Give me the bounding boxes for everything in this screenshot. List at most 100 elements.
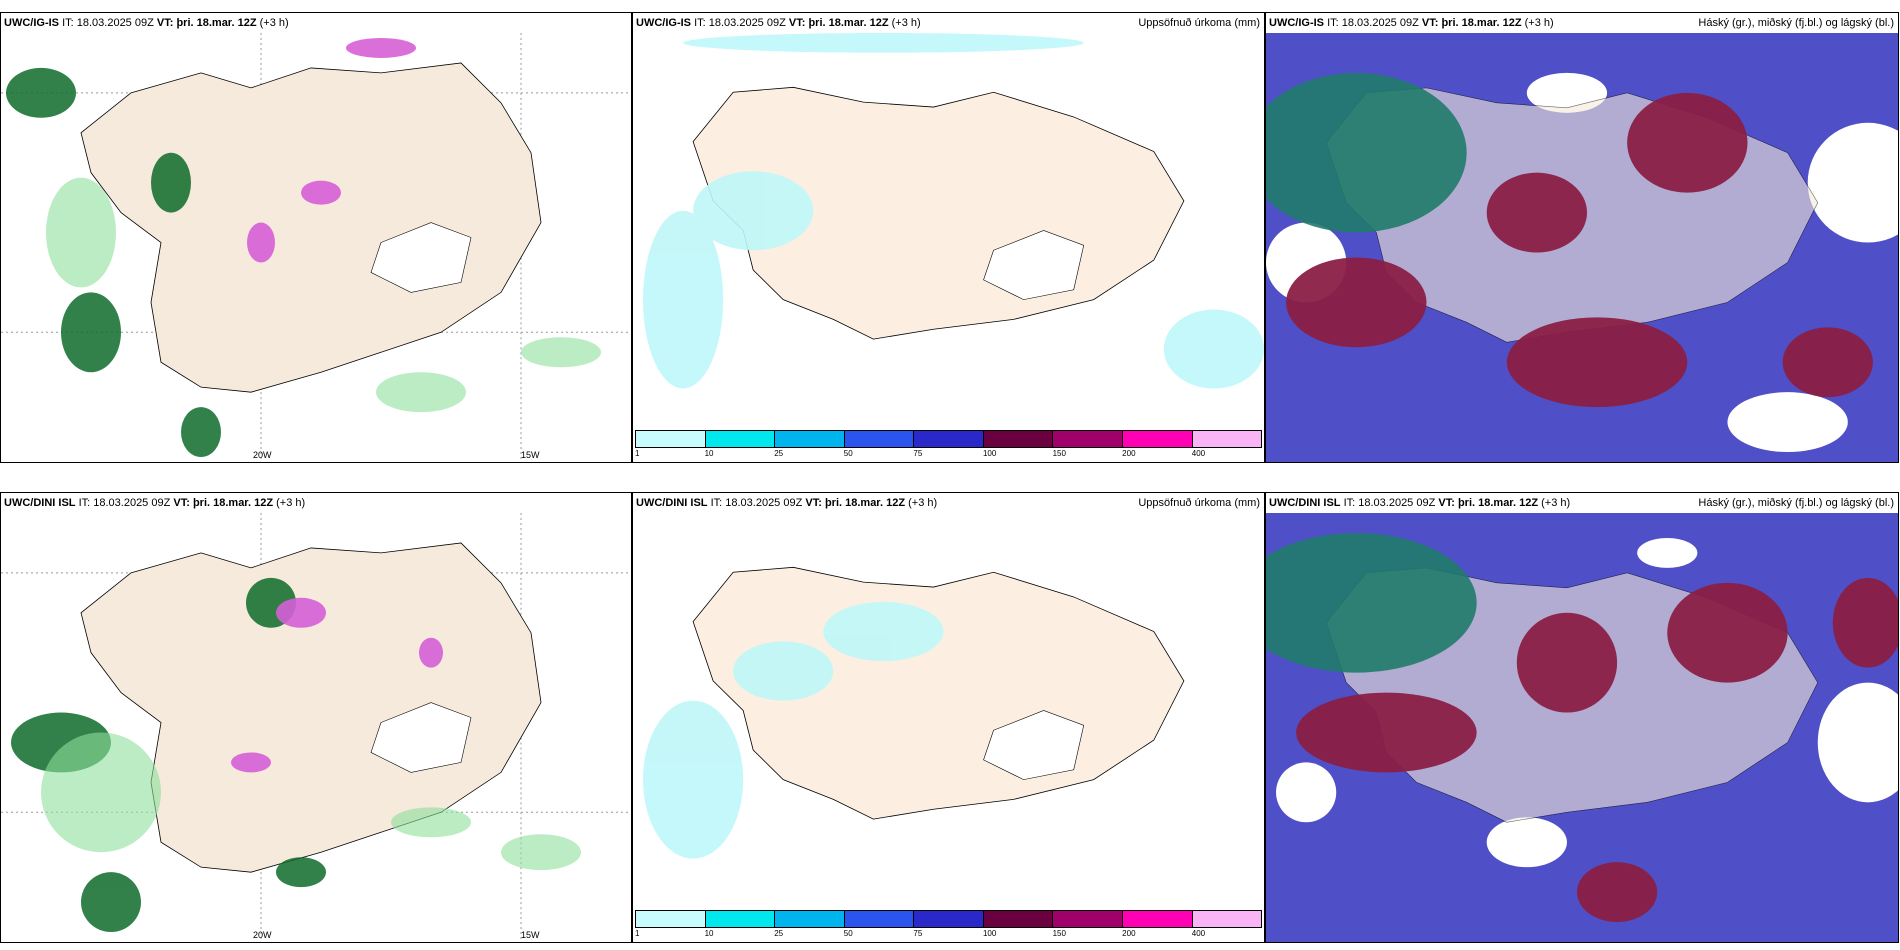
vt-label: VT: [173,497,190,509]
vt-value: þri. 18.mar. 12Z [824,497,906,509]
it-value: 18.03.2025 09Z [1341,17,1419,29]
map-panel-igis-precip: UWC/IG-IS IT: 18.03.2025 09Z VT: þri. 18… [632,12,1265,463]
legend-tick: 75 [913,929,923,938]
model-name: UWC/DINI ISL [4,497,76,509]
legend-swatch-4 [844,431,915,447]
panel-subtitle: Uppsöfnuð úrkoma (mm) [1138,497,1260,509]
precip-legend: 1 10 25 50 75 100 150 200 400 [635,430,1262,460]
legend-tick: 100 [982,929,997,938]
panel-header: UWC/IG-IS IT: 18.03.2025 09Z VT: þri. 18… [1,13,631,33]
legend-swatch-8 [1122,911,1193,927]
legend-swatch-8 [1122,431,1193,447]
vt-value: þri. 18.mar. 12Z [1457,497,1539,509]
legend-tick: 150 [1052,449,1066,458]
it-value: 18.03.2025 09Z [76,17,154,29]
vt-label: VT: [156,17,174,29]
legend-swatch-1 [636,431,706,447]
legend-swatch-1 [636,911,706,927]
legend-swatch-6 [983,431,1054,447]
lon-label-20w: 20W [253,450,272,460]
map-panel-igis-clouds: UWC/IG-IS IT: 18.03.2025 09Z VT: þri. 18… [1265,12,1899,463]
map-area [1266,33,1898,462]
panel-subtitle: Háský (gr.), miðský (fj.bl.) og lágský (… [1698,17,1894,29]
vt-value: þri. 18.mar. 12Z [1441,17,1522,29]
panel-header: UWC/DINI ISL IT: 18.03.2025 09Z VT: þri.… [1266,493,1898,513]
legend-bar [635,430,1262,448]
vt-value: þri. 18.mar. 12Z [176,17,257,29]
it-label: IT: [694,17,706,29]
it-label: IT: [78,497,91,509]
lead-time: (+3 h) [1541,497,1571,509]
vt-label: VT: [805,497,822,509]
lead-time: (+3 h) [259,17,289,29]
it-value: 18.03.2025 09Z [708,17,786,29]
vt-value: þri. 18.mar. 12Z [192,497,274,509]
legend-ticks: 1 10 25 50 75 100 150 200 400 [635,449,1262,459]
legend-tick: 75 [913,449,923,458]
it-label: IT: [1327,17,1339,29]
map-panel-dini-precip: UWC/DINI ISL IT: 18.03.2025 09Z VT: þri.… [632,492,1265,943]
vt-label: VT: [1438,497,1455,509]
lon-label-15w: 15W [521,930,540,940]
legend-swatch-2 [705,431,776,447]
model-name: UWC/IG-IS [636,17,691,29]
legend-swatch-6 [983,911,1054,927]
legend-swatch-5 [914,911,984,927]
legend-tick: 50 [843,449,853,458]
legend-swatch-9 [1192,911,1262,927]
map-panel-dini-clouds: UWC/DINI ISL IT: 18.03.2025 09Z VT: þri.… [1265,492,1899,943]
legend-swatch-9 [1192,431,1262,447]
legend-tick: 1 [635,449,640,458]
lon-label-15w: 15W [521,450,540,460]
legend-tick: 1 [635,929,640,938]
model-name: UWC/IG-IS [4,17,59,29]
legend-tick: 100 [982,449,997,458]
legend-swatch-4 [844,911,915,927]
legend-tick: 25 [774,449,784,458]
panel-subtitle: Uppsöfnuð úrkoma (mm) [1138,17,1260,29]
it-value: 18.03.2025 09Z [93,497,171,509]
legend-tick: 50 [843,929,853,938]
lead-time: (+3 h) [276,497,306,509]
legend-swatch-5 [914,431,984,447]
precip-legend: 1 10 25 50 75 100 150 200 400 [635,910,1262,940]
legend-tick: 400 [1191,929,1206,938]
map-area [1266,513,1898,942]
map-area: 20W 15W [1,513,631,942]
legend-tick: 25 [774,929,784,938]
legend-tick: 10 [704,449,714,458]
lead-time: (+3 h) [908,497,938,509]
vt-value: þri. 18.mar. 12Z [808,17,889,29]
legend-tick: 200 [1122,929,1136,938]
map-panel-dini-wind: UWC/DINI ISL IT: 18.03.2025 09Z VT: þri.… [0,492,632,943]
panel-header: UWC/DINI ISL IT: 18.03.2025 09Z VT: þri.… [1,493,631,513]
legend-swatch-7 [1053,911,1123,927]
it-label: IT: [710,497,723,509]
panel-header: UWC/IG-IS IT: 18.03.2025 09Z VT: þri. 18… [633,13,1264,33]
map-area [633,33,1264,428]
it-value: 18.03.2025 09Z [725,497,803,509]
lon-label-20w: 20W [253,930,272,940]
it-label: IT: [62,17,74,29]
lead-time: (+3 h) [1524,17,1554,29]
legend-tick: 400 [1191,449,1206,458]
legend-ticks: 1 10 25 50 75 100 150 200 400 [635,929,1262,939]
vt-label: VT: [1421,17,1439,29]
legend-bar [635,910,1262,928]
panel-subtitle: Háský (gr.), miðský (fj.bl.) og lágský (… [1698,497,1894,509]
map-panel-igis-wind: UWC/IG-IS IT: 18.03.2025 09Z VT: þri. 18… [0,12,632,463]
map-area: 20W 15W [1,33,631,462]
legend-tick: 150 [1052,929,1066,938]
legend-tick: 200 [1122,449,1136,458]
it-label: IT: [1343,497,1356,509]
legend-swatch-2 [705,911,776,927]
it-value: 18.03.2025 09Z [1358,497,1436,509]
legend-swatch-3 [775,911,845,927]
panel-header: UWC/DINI ISL IT: 18.03.2025 09Z VT: þri.… [633,493,1264,513]
map-area [633,513,1264,908]
vt-label: VT: [788,17,806,29]
model-name: UWC/DINI ISL [636,497,708,509]
legend-swatch-7 [1053,431,1123,447]
legend-tick: 10 [704,929,714,938]
legend-swatch-3 [775,431,845,447]
